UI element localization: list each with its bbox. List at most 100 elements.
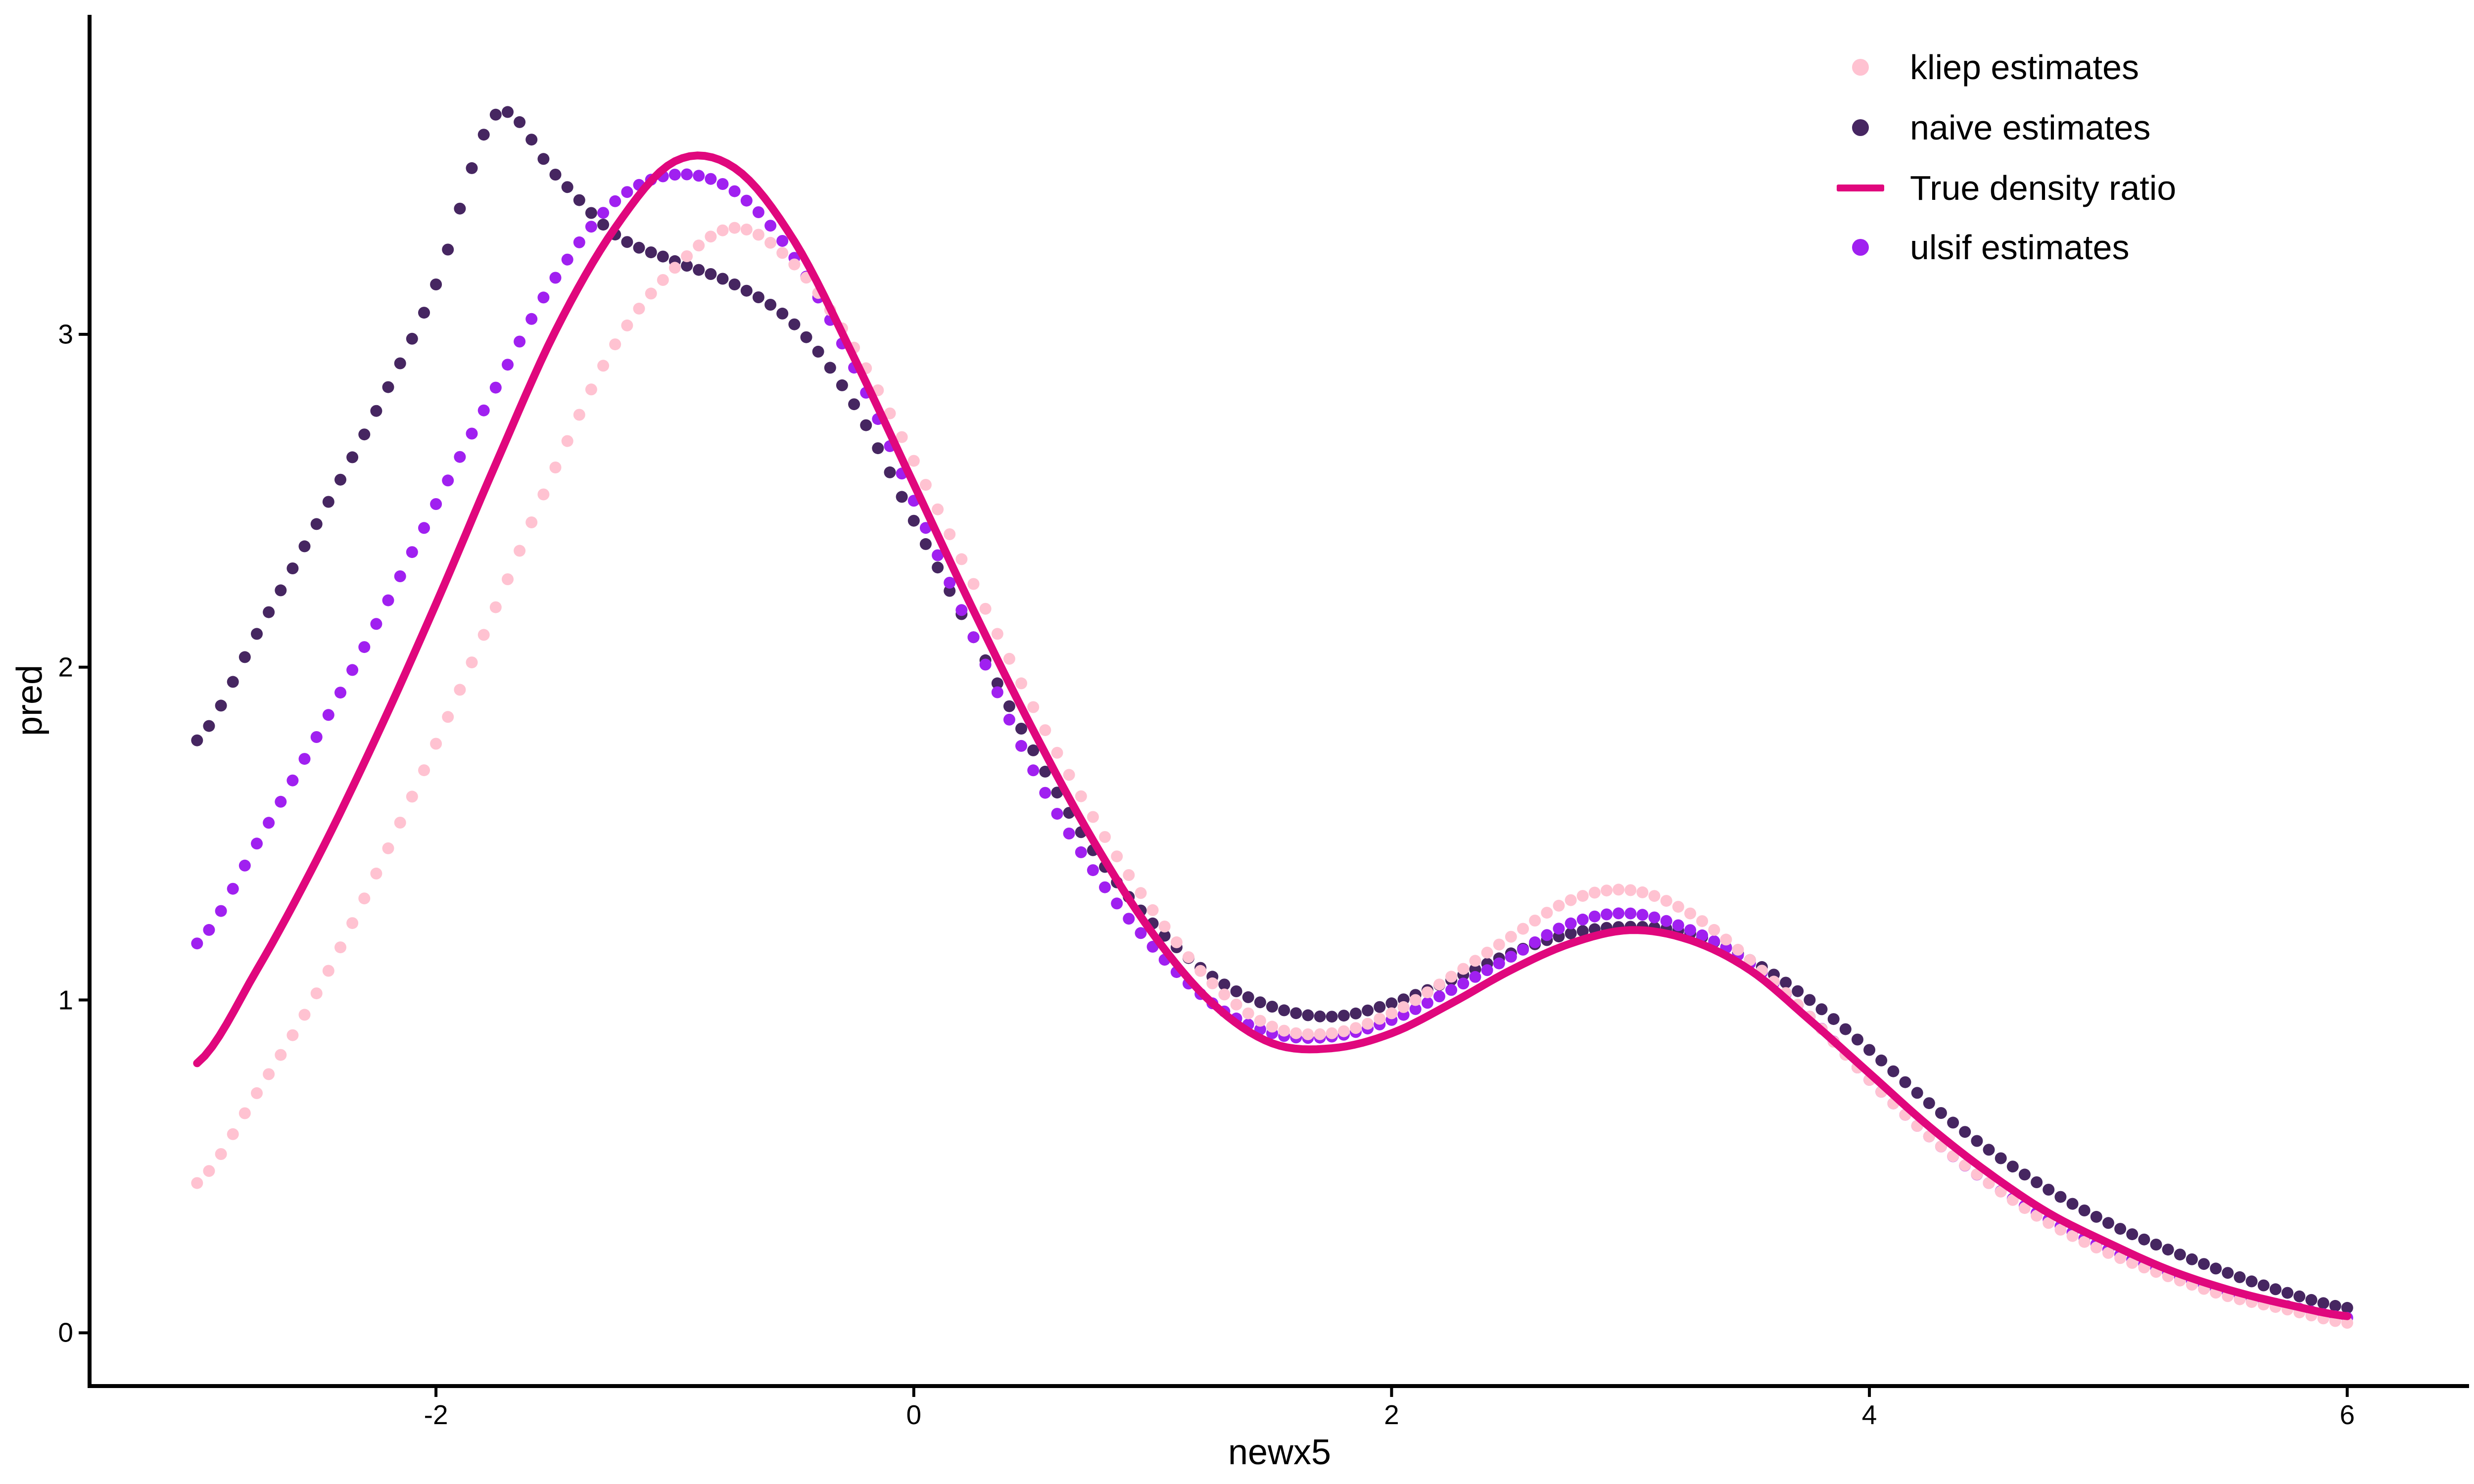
data-point — [1457, 977, 1470, 990]
data-point — [1421, 986, 1433, 999]
data-point — [1660, 915, 1672, 927]
data-point — [2018, 1202, 2031, 1214]
data-point — [2054, 1223, 2067, 1236]
data-point — [1780, 976, 1792, 989]
data-point — [991, 686, 1003, 698]
data-point — [1242, 1007, 1254, 1020]
data-point — [1576, 913, 1589, 926]
data-point — [203, 924, 215, 936]
data-point — [1302, 1028, 1314, 1040]
data-point — [514, 116, 526, 128]
data-point — [418, 522, 430, 534]
data-point — [1887, 1065, 1900, 1077]
data-point — [514, 335, 526, 348]
data-point — [191, 1177, 203, 1189]
data-point — [2162, 1244, 2174, 1256]
data-point — [1350, 1022, 1362, 1034]
data-point — [537, 153, 550, 165]
data-point — [812, 345, 824, 358]
data-point — [1374, 1001, 1386, 1013]
data-point — [1565, 928, 1577, 939]
series-ulsif-estimates — [191, 168, 2353, 1324]
y-tick-label: 1 — [58, 984, 73, 1016]
data-point — [370, 405, 382, 417]
legend-item-label: ulsif estimates — [1910, 228, 2130, 267]
data-point — [1362, 1018, 1374, 1030]
data-point — [1839, 1023, 1852, 1035]
legend-key-dot — [1831, 119, 1890, 136]
x-tick-label: 4 — [1861, 1399, 1877, 1430]
data-point — [1863, 1044, 1876, 1056]
data-point — [2150, 1239, 2162, 1251]
data-point — [1146, 904, 1159, 916]
data-point — [502, 106, 514, 118]
data-point — [919, 538, 932, 550]
data-point — [752, 206, 764, 218]
data-point — [1457, 963, 1470, 975]
data-point — [238, 1107, 251, 1119]
data-point — [788, 258, 801, 271]
data-point — [191, 734, 203, 746]
data-point — [263, 1068, 275, 1080]
data-point — [358, 892, 371, 905]
data-point — [298, 540, 311, 553]
data-point — [561, 253, 573, 266]
data-point — [1648, 911, 1661, 924]
dot-swatch-icon — [1852, 119, 1869, 136]
data-point — [1576, 925, 1589, 937]
data-point — [1517, 923, 1529, 935]
data-point — [728, 222, 741, 234]
data-point — [442, 711, 454, 723]
data-point — [1971, 1135, 1983, 1147]
data-point — [1541, 929, 1553, 941]
data-point — [251, 837, 263, 850]
y-axis-title: pred — [10, 664, 49, 737]
data-point — [358, 428, 371, 441]
data-point — [2138, 1233, 2150, 1246]
data-point — [2305, 1294, 2318, 1306]
data-point — [1553, 923, 1565, 935]
data-point — [1935, 1107, 1947, 1119]
data-point — [561, 181, 573, 193]
data-point — [657, 250, 669, 263]
data-point — [489, 108, 502, 121]
data-point — [2210, 1262, 2222, 1275]
data-point — [1099, 881, 1111, 893]
data-point — [525, 313, 538, 325]
data-point — [2043, 1184, 2055, 1196]
data-point — [2126, 1257, 2139, 1269]
data-point — [322, 496, 334, 508]
data-point — [406, 332, 418, 345]
data-point — [585, 207, 597, 219]
data-point — [1135, 927, 1147, 939]
data-point — [1720, 933, 1732, 946]
data-point — [430, 498, 442, 510]
data-point — [884, 466, 896, 478]
data-point — [991, 628, 1003, 640]
data-point — [549, 462, 562, 473]
data-point — [621, 319, 633, 331]
data-point — [1576, 890, 1589, 902]
data-point — [681, 260, 693, 272]
data-point — [2102, 1247, 2114, 1259]
data-point — [310, 731, 323, 743]
data-point — [322, 965, 334, 977]
data-point — [502, 573, 514, 585]
data-point — [716, 224, 729, 236]
data-point — [2174, 1249, 2186, 1261]
data-point — [1218, 978, 1231, 991]
data-point — [1899, 1076, 1911, 1088]
data-point — [502, 359, 514, 371]
data-point — [705, 173, 717, 185]
data-point — [1409, 1003, 1422, 1015]
data-point — [477, 129, 490, 141]
data-point — [1983, 1177, 1995, 1189]
data-point — [2031, 1209, 2043, 1222]
data-point — [788, 318, 801, 330]
data-point — [2245, 1275, 2258, 1288]
data-point — [693, 170, 705, 182]
legend-key-dot — [1831, 59, 1890, 76]
data-point — [346, 664, 359, 676]
data-point — [1350, 1007, 1362, 1020]
data-point — [2054, 1191, 2067, 1203]
